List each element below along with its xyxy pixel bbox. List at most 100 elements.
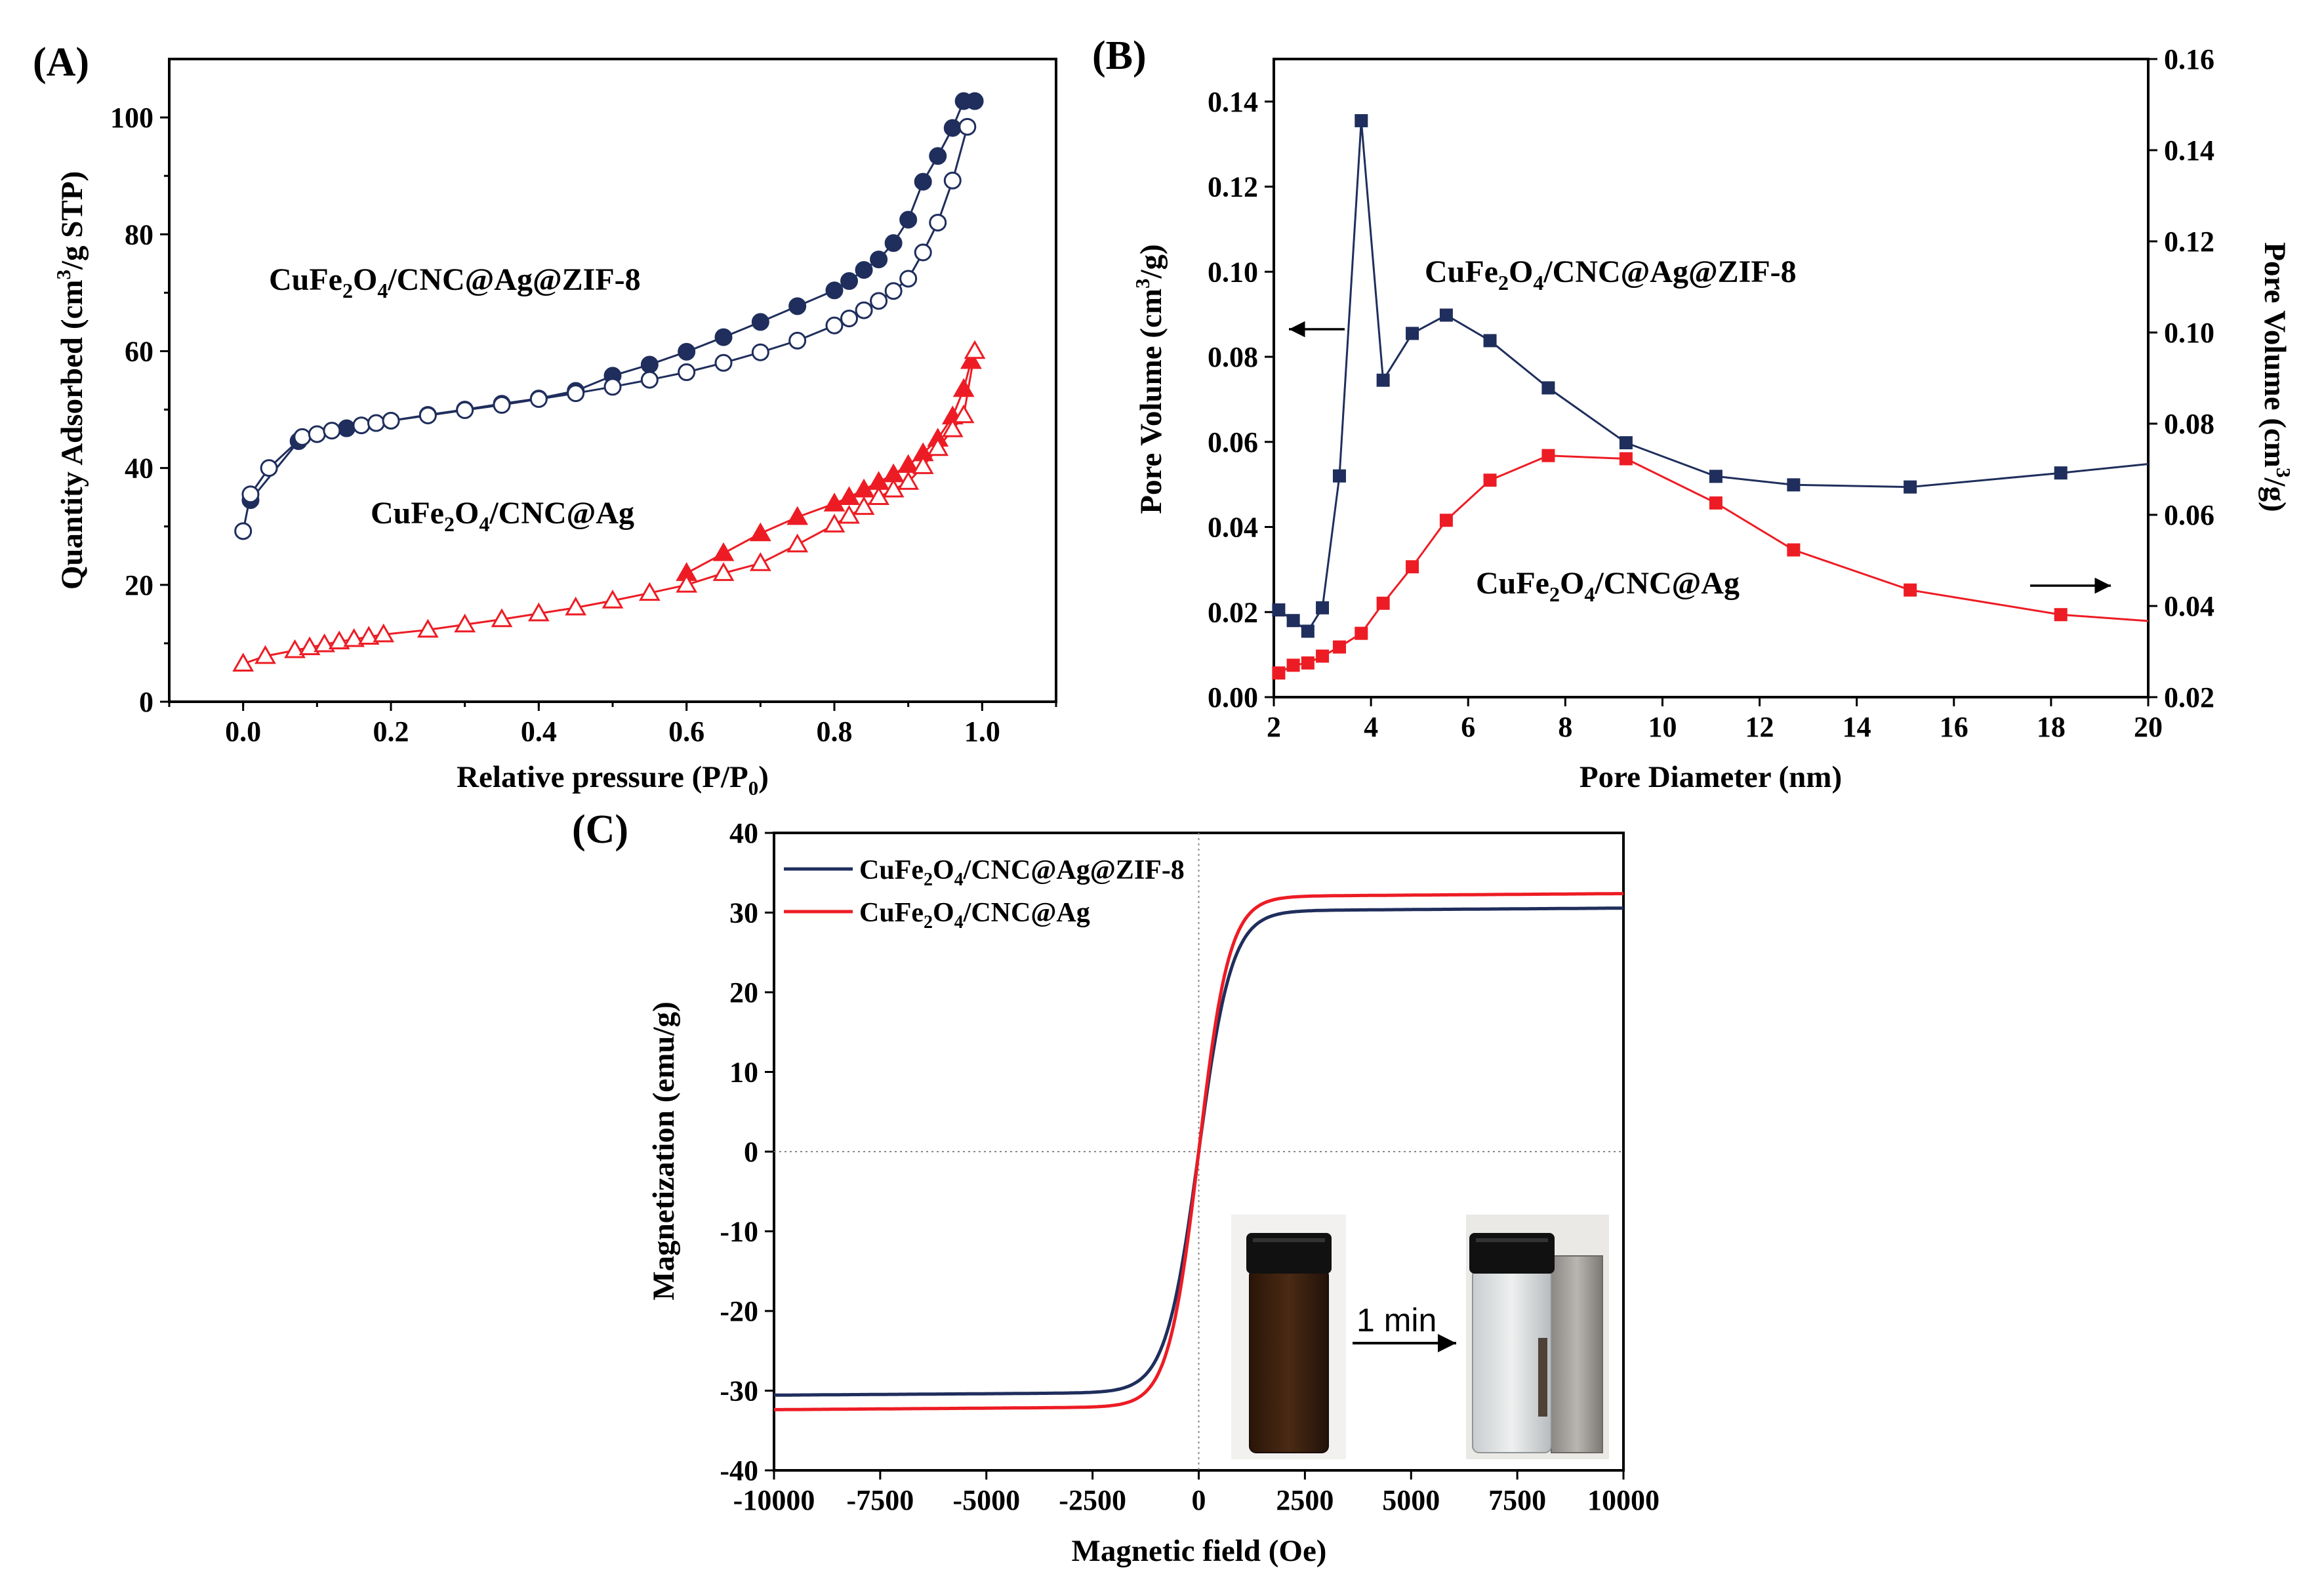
panel-c: (C) -10000 -7500 -5000 -2500 0 2500 5000 7500 10… xyxy=(572,807,1660,1568)
y-left-tick-label: 0.12 xyxy=(1208,171,1258,203)
panel-b-ylabel-left: Pore Volume (cm3/g) xyxy=(1131,244,1168,514)
x-tick-label: 14 xyxy=(1843,711,1871,743)
series-line xyxy=(242,126,969,532)
data-point xyxy=(1904,480,1917,494)
data-point xyxy=(373,623,395,643)
y-tick-label: 0 xyxy=(139,686,153,718)
x-tick-label: 18 xyxy=(2037,711,2066,743)
data-point xyxy=(929,213,947,232)
data-point xyxy=(493,395,511,414)
panel-c-title: (C) xyxy=(572,807,628,852)
data-point xyxy=(343,628,365,647)
data-point xyxy=(855,301,873,319)
data-point xyxy=(418,406,437,424)
x-tick-label: 8 xyxy=(1558,711,1572,743)
y-right-tick-label: 0.08 xyxy=(2164,408,2214,440)
data-point xyxy=(966,92,984,110)
data-point xyxy=(714,353,733,372)
y-tick-label: 0 xyxy=(744,1136,758,1168)
collected-particles xyxy=(1538,1338,1547,1417)
panel-b-plot-area xyxy=(1272,114,2149,680)
panel-a: (A) 0.0 0.2 0.4 0.6 0.8 1.0 0 20 40 60 80 100 CuFe2… xyxy=(33,40,1057,799)
panel-c-ylabel: Magnetization (emu/g) xyxy=(647,1001,681,1301)
y-left-tick-label: 0.04 xyxy=(1208,512,1258,544)
data-point xyxy=(638,582,661,601)
data-point xyxy=(529,390,548,409)
y-tick-label: 20 xyxy=(729,977,758,1009)
data-point xyxy=(1301,656,1315,670)
x-tick-label: 10000 xyxy=(1587,1484,1660,1516)
data-point xyxy=(2054,466,2068,480)
y-right-tick-label: 0.12 xyxy=(2164,226,2214,258)
vial-dispersed xyxy=(1249,1268,1329,1453)
x-tick-label: -10000 xyxy=(733,1484,815,1516)
panel-c-plot-area xyxy=(773,833,1624,1470)
panel-c-ticks: -10000 -7500 -5000 -2500 0 2500 5000 7500 10000 -… xyxy=(720,817,1660,1516)
data-point xyxy=(714,328,733,346)
data-point xyxy=(958,117,977,136)
data-point xyxy=(1301,624,1315,638)
data-point xyxy=(678,363,696,382)
panel-a-plot-area xyxy=(232,92,986,672)
data-point xyxy=(823,493,846,512)
data-point xyxy=(788,297,807,315)
inset-caption: 1 min xyxy=(1356,1302,1437,1339)
data-point xyxy=(838,486,860,506)
data-point xyxy=(640,371,659,389)
data-point xyxy=(678,342,696,361)
data-point xyxy=(1376,373,1390,387)
data-point xyxy=(899,270,918,288)
data-point xyxy=(1619,436,1633,450)
x-tick-label: 0.2 xyxy=(373,716,409,748)
panel-b-xlabel: Pore Diameter (nm) xyxy=(1580,760,1842,794)
x-tick-label: 12 xyxy=(1745,711,1774,743)
panel-b: (B) 2 4 6 8 10 12 14 16 18 20 0.00 0.02 0.04 0.06 0.08… xyxy=(1092,33,2295,794)
data-point xyxy=(1376,596,1390,610)
data-point xyxy=(1272,666,1286,680)
data-point xyxy=(897,471,920,490)
data-point xyxy=(786,533,809,553)
y-right-tick-label: 0.02 xyxy=(2164,681,2214,714)
series xyxy=(232,340,986,672)
legend-label-ag: CuFe2O4/CNC@Ag xyxy=(859,898,1090,933)
label-zif8: CuFe2O4/CNC@Ag@ZIF-8 xyxy=(269,262,641,302)
data-point xyxy=(255,645,276,664)
x-tick-label: 1.0 xyxy=(964,716,1000,748)
data-point xyxy=(1355,626,1368,640)
data-point xyxy=(929,147,947,165)
x-tick-label: 0.0 xyxy=(225,716,261,748)
data-point xyxy=(293,428,312,446)
y-left-tick-label: 0.06 xyxy=(1208,426,1258,458)
y-right-tick-label: 0.10 xyxy=(2164,317,2214,349)
data-point xyxy=(603,378,622,396)
data-point xyxy=(840,310,859,328)
x-tick-label: 0.4 xyxy=(521,716,557,748)
data-point xyxy=(914,172,932,191)
data-point xyxy=(527,602,550,622)
legend-label-zif8: CuFe2O4/CNC@Ag@ZIF-8 xyxy=(859,855,1185,890)
data-point xyxy=(1787,543,1801,557)
data-point xyxy=(1439,514,1453,527)
data-point xyxy=(840,272,859,291)
y-left-tick-label: 0.10 xyxy=(1208,256,1258,288)
y-right-tick-label: 0.06 xyxy=(2164,499,2214,531)
y-right-tick-label: 0.16 xyxy=(2164,43,2214,75)
y-tick-label: 80 xyxy=(125,218,153,251)
data-point xyxy=(751,313,769,331)
data-point xyxy=(456,401,474,419)
x-tick-label: 6 xyxy=(1461,711,1475,743)
data-point xyxy=(567,384,585,403)
x-tick-label: 0.6 xyxy=(668,716,704,748)
series-line xyxy=(249,100,975,501)
x-tick-label: -2500 xyxy=(1059,1484,1126,1516)
label-b-zif8: CuFe2O4/CNC@Ag@ZIF-8 xyxy=(1425,254,1797,294)
data-point xyxy=(1541,449,1555,462)
data-point xyxy=(964,340,986,359)
x-tick-label: 2500 xyxy=(1276,1484,1334,1516)
y-tick-label: -30 xyxy=(720,1375,758,1407)
data-point xyxy=(2054,608,2068,622)
data-point xyxy=(786,506,809,525)
data-point xyxy=(1406,560,1419,574)
x-tick-label: 16 xyxy=(1940,711,1968,743)
data-point xyxy=(284,639,306,658)
